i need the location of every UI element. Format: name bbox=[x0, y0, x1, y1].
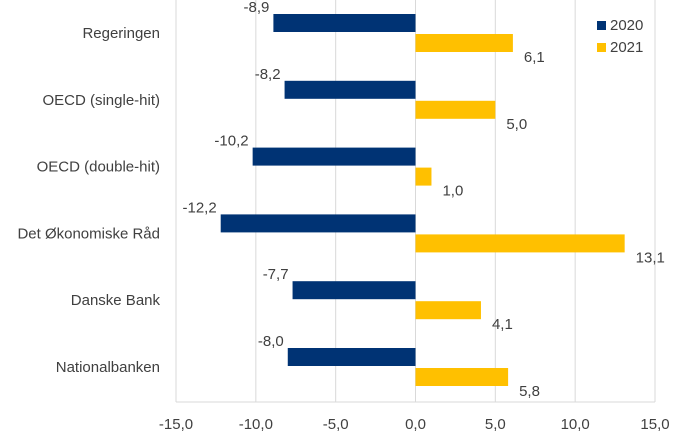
legend-label: 2020 bbox=[610, 17, 643, 34]
bar-2020 bbox=[284, 80, 416, 99]
legend-label: 2021 bbox=[610, 39, 643, 56]
bar-2020 bbox=[292, 281, 416, 300]
data-label: 5,8 bbox=[519, 383, 540, 400]
bar-2021 bbox=[415, 167, 432, 186]
gridlines bbox=[175, 0, 656, 403]
x-tick-label: -5,0 bbox=[323, 416, 349, 433]
category-label: Regeringen bbox=[82, 25, 160, 42]
bar-2021 bbox=[415, 34, 513, 52]
x-tick-label: -10,0 bbox=[239, 416, 273, 433]
data-label: -8,0 bbox=[258, 333, 284, 350]
bar-2021 bbox=[415, 100, 496, 119]
data-label: -7,7 bbox=[263, 266, 289, 283]
legend-swatch-2021 bbox=[597, 43, 606, 52]
data-label: 6,1 bbox=[524, 49, 545, 66]
category-label: Nationalbanken bbox=[56, 359, 160, 376]
data-label: 1,0 bbox=[442, 183, 463, 200]
bar-2021 bbox=[415, 301, 481, 320]
labels: -15,0 -10,0 -5,0 0,0 5,0 10,0 15,0 Regeringen -8… bbox=[17, 0, 669, 433]
data-label: -8,9 bbox=[244, 0, 270, 16]
data-label: -8,2 bbox=[255, 66, 281, 83]
bar-2021 bbox=[415, 368, 509, 386]
data-label: 4,1 bbox=[492, 316, 513, 333]
category-label: Danske Bank bbox=[71, 292, 161, 309]
category-label: OECD (single-hit) bbox=[42, 92, 160, 109]
x-tick-label: 10,0 bbox=[561, 416, 590, 433]
data-label: 5,0 bbox=[506, 116, 527, 133]
data-label: 13,1 bbox=[636, 249, 665, 266]
data-label: -12,2 bbox=[183, 199, 217, 216]
bar-2020 bbox=[220, 214, 416, 233]
bars bbox=[220, 14, 625, 386]
bar-2020 bbox=[252, 147, 416, 166]
data-label: -10,2 bbox=[214, 133, 248, 150]
category-label: Det Økonomiske Råd bbox=[17, 225, 160, 242]
bar-2020 bbox=[273, 14, 416, 32]
legend: 2020 2021 bbox=[597, 17, 643, 56]
x-tick-label: -15,0 bbox=[159, 416, 193, 433]
category-label: OECD (double-hit) bbox=[37, 159, 160, 176]
x-tick-label: 15,0 bbox=[640, 416, 669, 433]
legend-swatch-2020 bbox=[597, 21, 606, 30]
x-tick-label: 0,0 bbox=[405, 416, 426, 433]
x-tick-label: 5,0 bbox=[485, 416, 506, 433]
bar-2021 bbox=[415, 234, 625, 253]
bar-2020 bbox=[287, 348, 416, 366]
